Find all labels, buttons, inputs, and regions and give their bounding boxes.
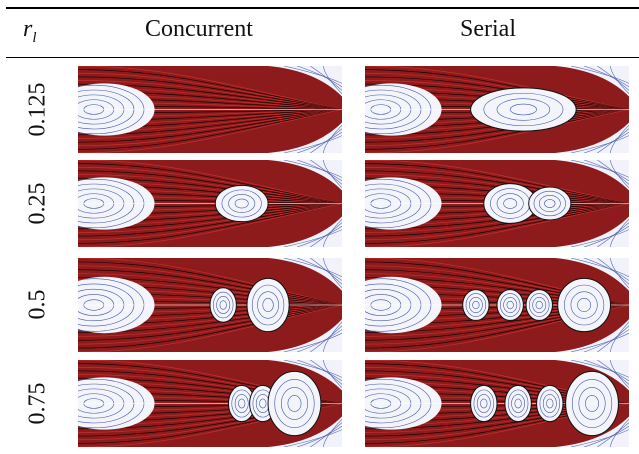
figure: rl Concurrent Serial 0.125 0.25 0.5 0.75 xyxy=(0,0,639,454)
flow-image xyxy=(365,360,629,447)
header-symbol: rl xyxy=(23,16,37,47)
flow-image xyxy=(365,66,629,153)
island xyxy=(497,290,523,321)
flow-image xyxy=(78,258,342,352)
header-rule xyxy=(6,57,639,58)
top-rule xyxy=(6,7,639,9)
island xyxy=(558,278,611,331)
island xyxy=(526,290,552,321)
island xyxy=(247,278,289,331)
flow-image xyxy=(78,360,342,447)
island xyxy=(215,185,268,221)
island xyxy=(505,385,531,421)
island xyxy=(471,385,497,421)
island xyxy=(529,187,571,220)
island xyxy=(210,288,236,323)
flow-image xyxy=(365,258,629,352)
island xyxy=(566,371,619,435)
column-header: Concurrent xyxy=(145,16,253,43)
symbol-base: r xyxy=(23,16,32,42)
symbol-sub: l xyxy=(32,30,36,46)
row-label: 0.125 xyxy=(25,64,52,154)
column-header: Serial xyxy=(460,16,516,43)
row-label: 0.25 xyxy=(25,158,52,248)
row-label: 0.75 xyxy=(25,358,52,448)
island xyxy=(471,88,577,131)
flow-image xyxy=(365,160,629,247)
row-label: 0.5 xyxy=(25,260,52,350)
flow-image xyxy=(78,160,342,247)
island xyxy=(268,371,321,435)
island xyxy=(463,290,489,321)
flow-image xyxy=(78,66,342,153)
island xyxy=(537,385,563,421)
